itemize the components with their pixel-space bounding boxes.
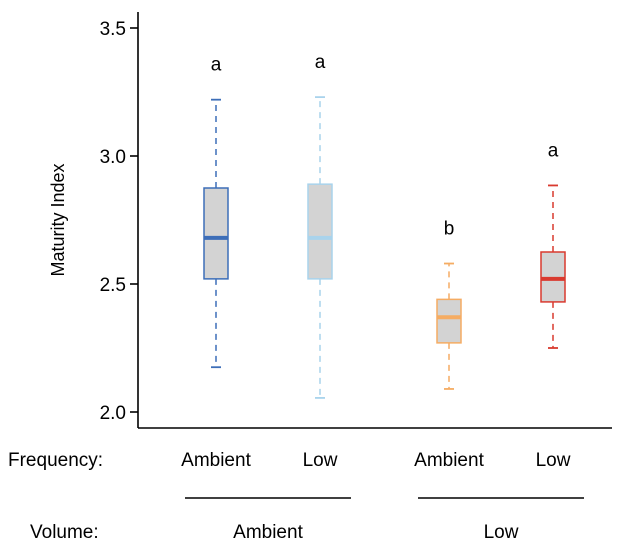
frequency-label: Ambient (181, 450, 251, 471)
significance-letter: a (211, 55, 222, 76)
boxes-layer: a a b a (203, 52, 566, 399)
volume-row-label: Volume: (30, 522, 99, 543)
volume-group-label: Low (484, 522, 519, 543)
box-iqr (203, 187, 229, 280)
box-iqr (307, 183, 333, 280)
significance-letter: a (548, 140, 559, 161)
y-axis-title: Maturity Index (48, 163, 68, 276)
y-axis-ticks: 2.0 2.5 3.0 3.5 (100, 19, 138, 424)
frequency-label: Ambient (414, 450, 484, 471)
frequency-label: Low (303, 450, 338, 471)
significance-letter: a (315, 52, 326, 73)
y-tick-label: 3.5 (100, 19, 126, 40)
volume-group-label: Ambient (233, 522, 303, 543)
y-tick-label: 3.0 (100, 147, 126, 168)
frequency-row-label: Frequency: (8, 450, 103, 471)
y-tick-label: 2.5 (100, 275, 126, 296)
significance-letter: b (444, 219, 455, 240)
box-iqr (436, 298, 462, 344)
frequency-label: Low (536, 450, 571, 471)
volume-group-labels: Ambient Low (185, 497, 584, 543)
y-tick-label: 2.0 (100, 403, 126, 424)
frequency-labels: Ambient Low Ambient Low (181, 450, 571, 471)
